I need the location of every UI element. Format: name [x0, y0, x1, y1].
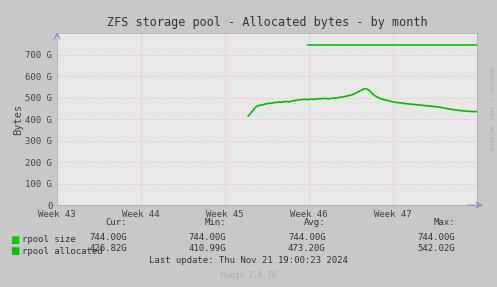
Text: 744.00G: 744.00G — [89, 233, 127, 242]
Text: Min:: Min: — [205, 218, 226, 227]
Text: Max:: Max: — [433, 218, 455, 227]
Text: Last update: Thu Nov 21 19:00:23 2024: Last update: Thu Nov 21 19:00:23 2024 — [149, 257, 348, 265]
Text: Avg:: Avg: — [304, 218, 326, 227]
Text: 744.00G: 744.00G — [288, 233, 326, 242]
Text: 744.00G: 744.00G — [188, 233, 226, 242]
Text: 410.99G: 410.99G — [188, 244, 226, 253]
Text: Munin 2.0.76: Munin 2.0.76 — [221, 271, 276, 280]
Y-axis label: Bytes: Bytes — [12, 104, 23, 135]
Text: RRDTOOL / TOBI OETIKER: RRDTOOL / TOBI OETIKER — [488, 68, 493, 150]
Text: 744.00G: 744.00G — [417, 233, 455, 242]
Text: rpool size: rpool size — [22, 235, 76, 244]
Text: 473.20G: 473.20G — [288, 244, 326, 253]
Text: Cur:: Cur: — [105, 218, 127, 227]
Text: 542.02G: 542.02G — [417, 244, 455, 253]
Title: ZFS storage pool - Allocated bytes - by month: ZFS storage pool - Allocated bytes - by … — [107, 16, 427, 29]
Text: rpool allocated: rpool allocated — [22, 247, 103, 256]
Text: 426.82G: 426.82G — [89, 244, 127, 253]
Text: ■: ■ — [10, 246, 19, 256]
Text: ■: ■ — [10, 235, 19, 245]
